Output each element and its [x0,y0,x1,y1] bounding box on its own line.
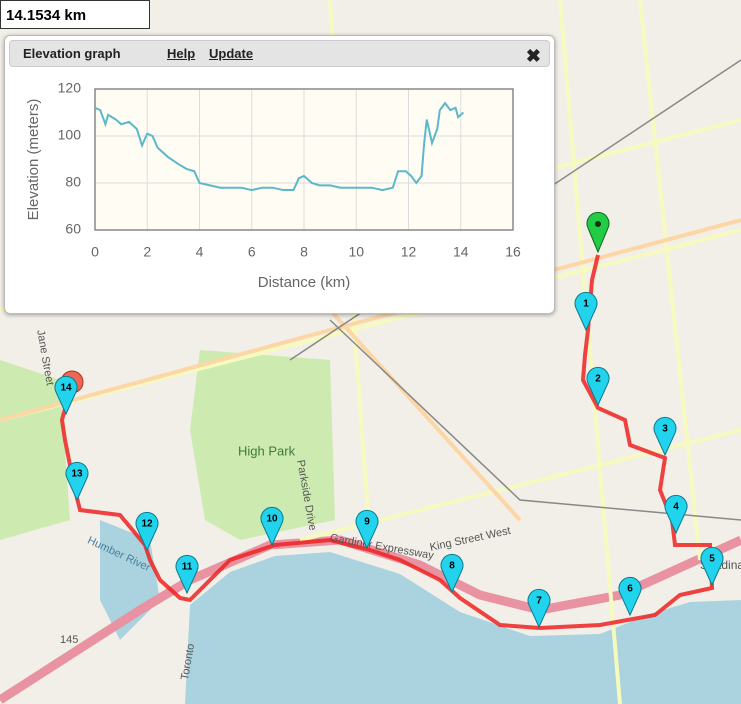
plot-frame [94,88,514,231]
marker-pin [700,546,724,587]
marker-label: 3 [662,424,668,435]
waypoint-marker[interactable]: 4 [664,494,688,535]
marker-label: 7 [536,596,542,607]
waypoint-marker[interactable]: 5 [700,546,724,587]
marker-pin [260,506,284,547]
update-link[interactable]: Update [209,46,254,61]
x-tick-label: 6 [248,244,256,260]
x-tick-label: 16 [505,244,521,260]
elevation-line [94,101,465,192]
x-axis-label: Distance (km) [258,274,351,291]
marker-pin [135,511,159,552]
x-tick-label: 14 [453,244,469,260]
marker-pin [527,588,551,629]
marker-label: 6 [627,584,633,595]
x-tick-label: 10 [348,244,364,260]
x-tick-label: 4 [196,244,204,260]
waypoint-marker[interactable]: 14 [54,375,78,416]
marker-label: 8 [449,561,455,572]
y-tick-label: 80 [65,174,81,190]
marker-label: 9 [364,517,370,528]
help-link[interactable]: Help [167,46,196,61]
elevation-chart: 60 80 100 120 0 2 4 6 8 10 12 14 16 Distance (km) Elev… [25,80,521,291]
marker-pin [586,366,610,407]
waypoint-marker[interactable]: 12 [135,511,159,552]
x-tick-label: 8 [300,244,308,260]
marker-label: 14 [60,383,72,394]
marker-pin [618,576,642,617]
marker-pin [65,461,89,502]
y-tick-label: 120 [58,80,82,96]
x-tick-label: 2 [143,244,151,260]
elevation-panel: Elevation graph Help Update ✖ 60 80 100 120… [4,35,555,314]
major-roads [0,218,741,522]
waypoint-marker[interactable]: 11 [175,554,199,595]
marker-label: 10 [266,514,278,525]
waypoint-marker[interactable]: 3 [653,416,677,457]
y-tick-label: 60 [65,221,81,237]
close-button[interactable]: ✖ [525,46,541,66]
map-label: High Park [238,443,296,458]
marker-pin [440,553,464,594]
marker-label: 13 [71,469,83,480]
waypoint-marker[interactable]: 2 [586,366,610,407]
waypoint-marker[interactable]: 13 [65,461,89,502]
map-label: 145 [60,634,78,646]
marker-label: 11 [182,562,193,573]
x-tick-label: 12 [401,244,417,260]
waypoint-marker[interactable]: 6 [618,576,642,617]
y-tick-label: 100 [58,127,82,143]
park [190,350,335,540]
marker-label: 2 [595,374,601,385]
waypoint-marker[interactable]: 8 [440,553,464,594]
waypoint-marker[interactable]: 7 [527,588,551,629]
marker-label: 1 [583,299,589,310]
marker-label: 4 [673,502,679,513]
marker-label: 12 [141,519,153,530]
marker-pin [355,509,379,550]
x-tick-label: 0 [91,244,99,260]
waypoint-marker[interactable]: 10 [260,506,284,547]
panel-header: Elevation graph Help Update ✖ [9,40,550,67]
distance-box: 14.1534 km [0,0,150,29]
marker-label: 5 [709,554,715,565]
panel-title: Elevation graph [23,46,121,61]
waypoint-marker[interactable]: 1 [574,291,598,332]
waypoint-marker[interactable]: 9 [355,509,379,550]
marker-pin [664,494,688,535]
marker-pin [574,291,598,332]
lake [185,552,741,704]
marker-pin [653,416,677,457]
marker-pin [54,375,78,416]
y-axis-label: Elevation (meters) [25,99,42,221]
marker-pin [175,554,199,595]
start-marker[interactable] [586,211,610,254]
